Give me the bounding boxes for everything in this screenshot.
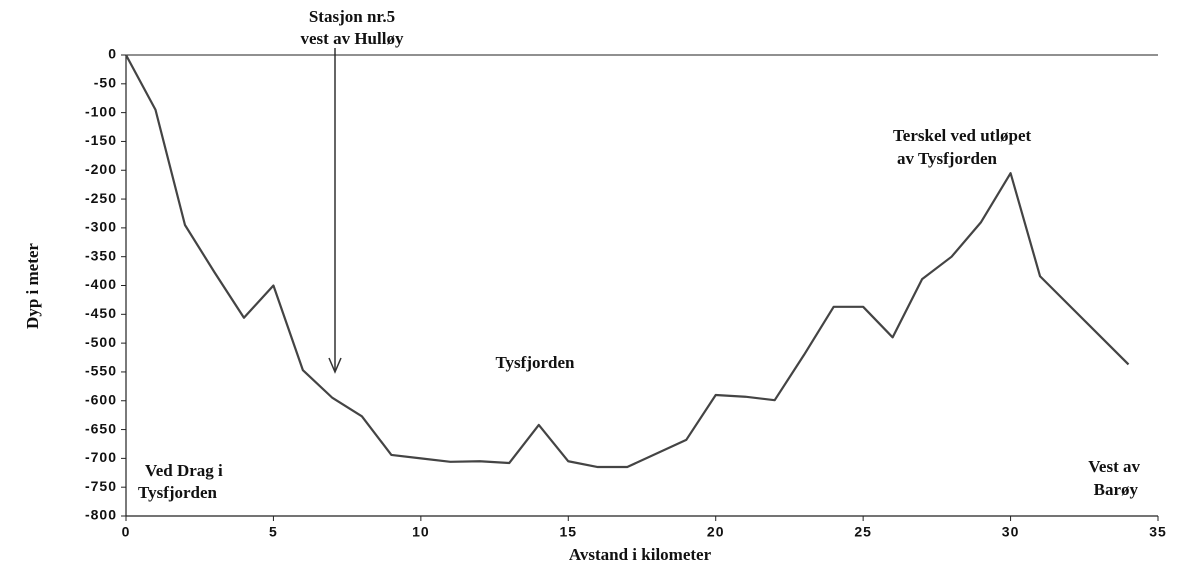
y-tick-label: 0 — [108, 46, 117, 62]
y-tick-label: -500 — [85, 334, 117, 350]
annotation: Stasjon nr.5 — [309, 7, 395, 26]
y-tick-label: -600 — [85, 391, 117, 407]
x-tick-label: 35 — [1149, 524, 1167, 540]
y-tick-label: -650 — [85, 420, 117, 436]
y-tick-label: -200 — [85, 161, 117, 177]
y-tick-label: -150 — [85, 132, 117, 148]
y-tick-label: -700 — [85, 449, 117, 465]
x-tick-label: 15 — [559, 524, 577, 540]
annotation: Tysfjorden — [495, 353, 575, 372]
x-tick-label: 0 — [122, 524, 131, 540]
y-tick-label: -750 — [85, 478, 117, 494]
annotation: Tysfjorden — [138, 483, 218, 502]
y-tick-label: -300 — [85, 219, 117, 235]
x-tick-label: 30 — [1002, 524, 1020, 540]
y-tick-label: -800 — [85, 507, 117, 523]
y-tick-label: -550 — [85, 363, 117, 379]
x-axis-label: Avstand i kilometer — [569, 545, 712, 564]
annotation: vest av Hulløy — [301, 29, 404, 48]
y-tick-label: -350 — [85, 247, 117, 263]
x-tick-label: 5 — [269, 524, 278, 540]
y-axis-label: Dyp i meter — [23, 243, 42, 329]
annotation: Vest av — [1088, 457, 1140, 476]
depth-line — [125, 54, 1130, 469]
y-tick-label: -450 — [85, 305, 117, 321]
arrow-head — [328, 357, 342, 374]
annotation: av Tysfjorden — [897, 149, 998, 168]
annotation: Ved Drag i — [145, 461, 223, 480]
annotation: Barøy — [1094, 480, 1139, 499]
x-tick-label: 25 — [854, 524, 872, 540]
x-tick-label: 10 — [412, 524, 430, 540]
y-tick-label: -100 — [85, 103, 117, 119]
annotation: Terskel ved utløpet — [893, 126, 1032, 145]
y-tick-label: -250 — [85, 190, 117, 206]
x-tick-label: 20 — [707, 524, 725, 540]
y-tick-label: -400 — [85, 276, 117, 292]
y-tick-label: -50 — [94, 75, 117, 91]
